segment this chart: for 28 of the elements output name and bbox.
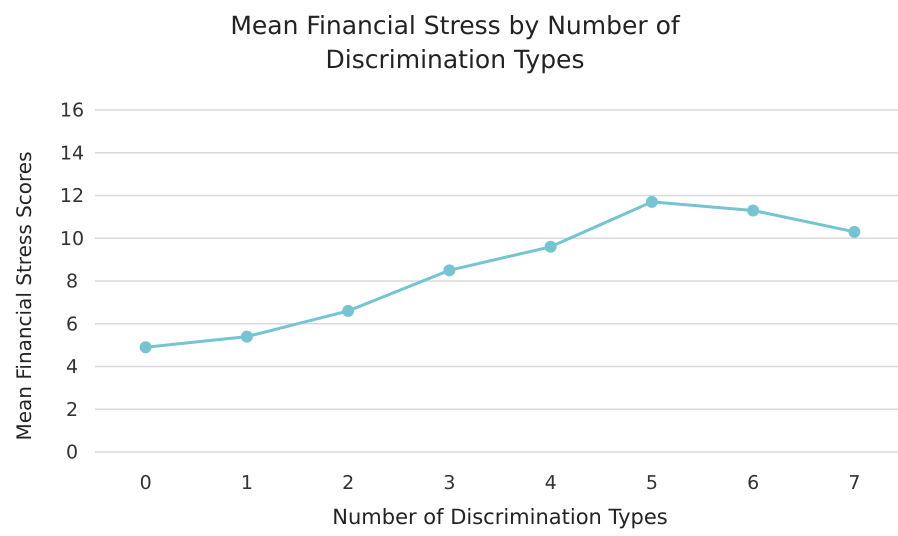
y-tick-label: 8 [66,270,78,293]
point [240,330,253,343]
x-tick-label: 5 [646,472,658,494]
y-tick-label: 16 [60,100,84,122]
y-tick-label: 4 [66,356,78,378]
x-tick-label: 6 [747,472,760,494]
y-tick-label: 10 [60,228,84,250]
x-tick-label: 4 [544,472,557,494]
y-axis-title: Mean Financial Stress Scores [12,151,36,441]
point [342,304,354,317]
y-tick-label: 0 [66,442,78,464]
x-tick-label: 7 [848,472,860,494]
y-tick-label: 12 [60,185,84,208]
y-tick-label: 14 [60,142,84,164]
x-axis-title: Number of Discrimination Types [332,505,668,529]
x-tick-label: 1 [240,472,253,494]
chart-title: Mean Financial Stress by Number of Discrimination Types [230,11,681,74]
x-tick-label: 0 [140,472,152,494]
x-tick-label: 2 [342,472,354,494]
point [443,264,456,276]
point [646,196,658,208]
point [848,226,860,238]
y-tick-label: 6 [66,313,78,336]
x-tick-label: 3 [443,472,456,494]
point [544,240,557,253]
y-tick-label: 2 [66,398,78,421]
point [747,204,760,216]
point [140,341,152,354]
